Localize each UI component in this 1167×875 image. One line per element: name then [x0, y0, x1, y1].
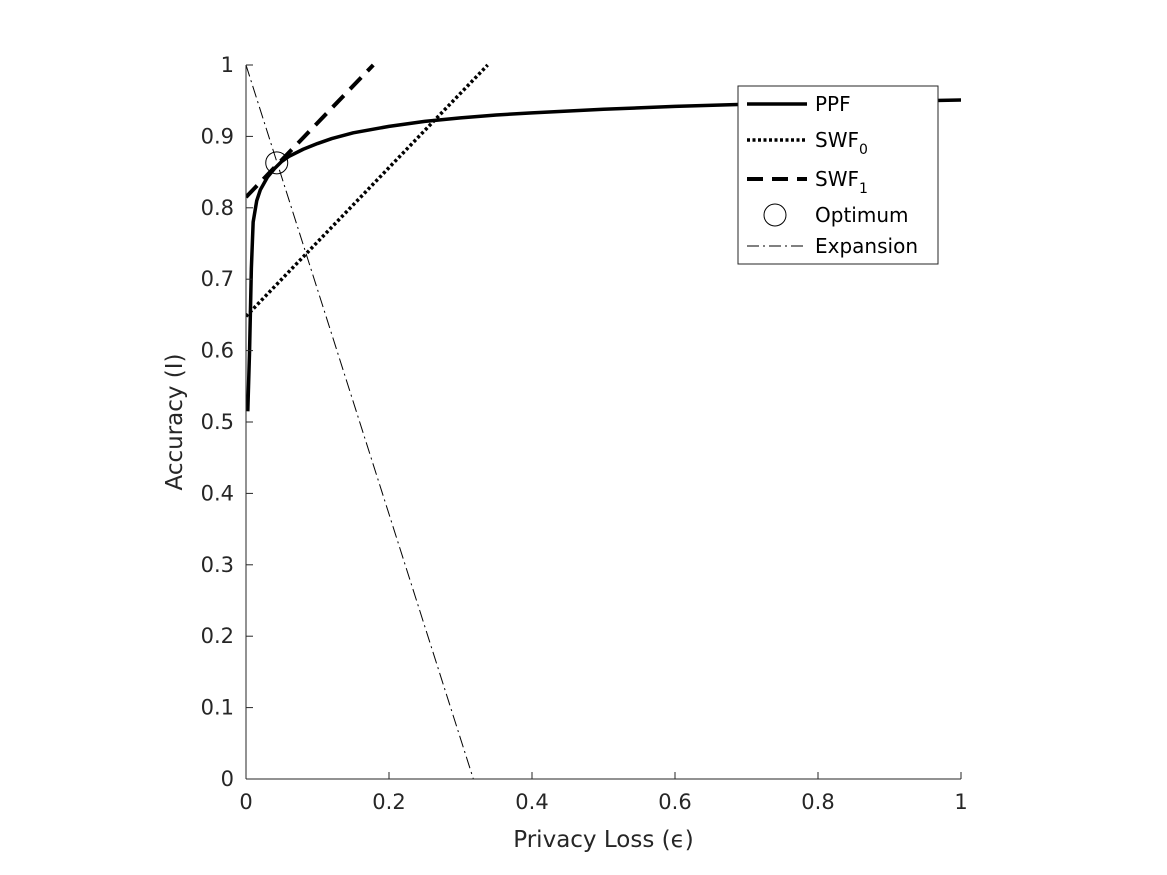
- swf1-line: [246, 63, 375, 199]
- legend-label-expansion: Expansion: [815, 234, 918, 258]
- x-tick-label: 0.4: [515, 790, 548, 814]
- legend-subscript: 0: [859, 142, 868, 158]
- y-tick-label: 0.8: [201, 196, 234, 220]
- y-tick-label: 0.6: [201, 339, 234, 363]
- expansion-line: [246, 64, 474, 779]
- legend-subscript: 1: [859, 181, 868, 197]
- y-tick-label: 1: [221, 53, 234, 77]
- y-tick-label: 0: [221, 767, 234, 791]
- optimum-marker: [265, 151, 289, 175]
- y-axis-title: Accuracy (I): [162, 353, 188, 490]
- y-tick-label: 0.1: [201, 696, 234, 720]
- legend-swatch-optimum: [763, 203, 787, 227]
- axes-layer: 0 0.1 0.2 0.3 0.4 0.5 0.6 0.7 0.8 0.9 1 0 0.2 0.4 0.6 0…: [201, 53, 968, 814]
- y-tick-label: 0.9: [201, 124, 234, 148]
- y-tick-label: 0.3: [201, 553, 234, 577]
- x-tick-label: 0.8: [801, 790, 834, 814]
- ppf-line: [246, 98, 961, 412]
- legend-box: [737, 85, 939, 265]
- legend-label-optimum: Optimum: [815, 203, 908, 227]
- x-tick-label: 0: [239, 790, 252, 814]
- x-tick-label: 0.2: [372, 790, 405, 814]
- series-layer: [246, 63, 961, 779]
- y-tick-label: 0.4: [201, 481, 234, 505]
- x-axis-title: Privacy Loss (ϵ): [513, 827, 693, 853]
- x-tick-label: 0.6: [658, 790, 691, 814]
- y-tick-label: 0.2: [201, 624, 234, 648]
- x-tick-label: 1: [954, 790, 967, 814]
- y-tick-label: 0.7: [201, 267, 234, 291]
- legend-label-ppf: PPF: [815, 92, 851, 116]
- y-tick-label: 0.5: [201, 410, 234, 434]
- swf0-line: [246, 63, 489, 318]
